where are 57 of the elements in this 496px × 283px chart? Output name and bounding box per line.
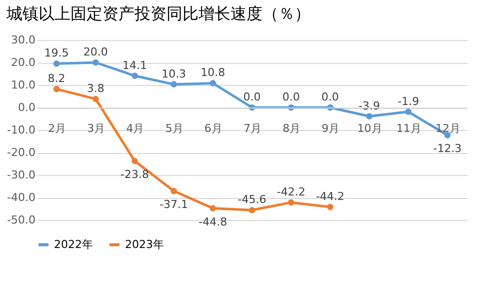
point [53,60,60,67]
point [132,158,138,164]
point [210,205,216,212]
y-tick-label: -20.0 [7,146,36,159]
data-label: -44.8 [198,215,228,228]
x-tick-label: 2月 [48,122,66,135]
point [288,199,294,206]
data-label: 0.0 [243,90,261,104]
point [366,113,372,120]
legend-label: 2023年 [125,238,164,251]
point [170,81,177,88]
point [444,132,451,138]
legend-label: 2022年 [54,238,93,251]
y-tick-label: 0.0 [18,101,36,114]
x-tick-label: 9月 [322,122,340,135]
x-tick-label: 6月 [204,122,222,135]
data-label: -45.6 [238,193,266,206]
x-tick-label: 5月 [165,122,184,135]
data-label: 0.0 [321,90,339,104]
x-tick-label: 7月 [244,122,262,135]
data-label: 10.8 [200,66,226,80]
y-tick-label: 10.0 [11,78,36,92]
chart-title: 城镇以上固定资产投资同比增长速度（％） [6,4,311,23]
y-tick-label: -50.0 [7,214,36,226]
x-tick-label: 11月 [396,122,422,135]
data-label: -37.1 [160,198,188,211]
y-tick-label: -40.0 [7,191,36,204]
data-label: 14.1 [122,58,147,72]
x-tick-label: 12月 [435,122,460,135]
y-tick-label: -30.0 [7,168,36,182]
data-label: -1.9 [398,94,420,108]
point [210,80,216,86]
data-label: 20.0 [83,46,108,58]
data-label: 19.5 [44,46,69,60]
point [92,96,99,102]
point [248,206,256,214]
data-label: -23.8 [120,168,149,182]
data-label: -44.2 [316,190,344,203]
y-tick-label: 20.0 [11,56,36,69]
data-label: 3.8 [86,82,104,95]
data-label: -12.3 [433,142,462,156]
x-tick-label: 8月 [282,122,301,135]
point [405,108,412,115]
point [327,204,334,210]
data-label: 10.3 [162,67,186,80]
point [53,86,60,92]
x-tick-label: 3月 [87,122,106,135]
point [92,59,99,66]
point [170,188,177,194]
x-tick-label: 10月 [357,122,382,135]
point [132,72,138,79]
data-label: -42.2 [276,185,306,198]
data-label: 0.0 [282,90,300,104]
y-tick-label: 30.0 [11,34,36,46]
data-label: 8.2 [48,72,66,86]
y-tick-label: -10.0 [7,124,36,136]
x-tick-label: 4月 [126,122,144,135]
